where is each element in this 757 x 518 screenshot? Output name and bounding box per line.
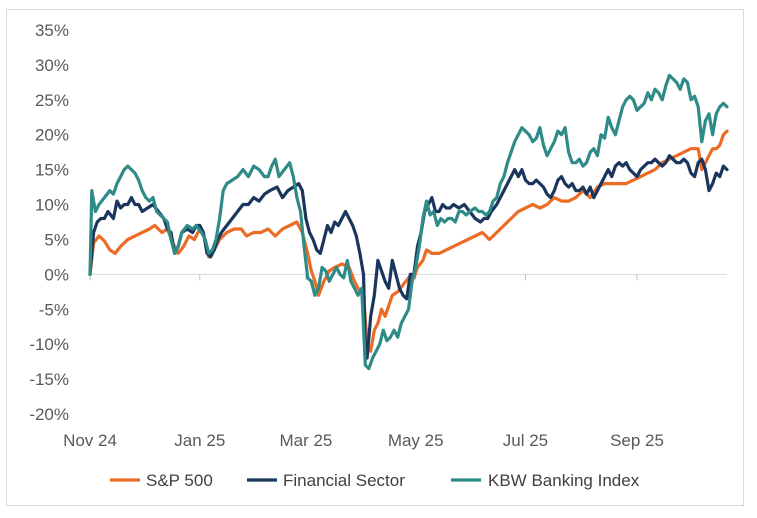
y-tick-label: 0% [44, 265, 69, 284]
y-tick-label: -20% [29, 405, 69, 424]
legend-label-s-p-500: S&P 500 [146, 471, 213, 490]
series-line-financial-sector [88, 154, 729, 360]
legend: S&P 500 Financial Sector KBW Banking Index [110, 471, 640, 490]
y-tick-label: 30% [35, 56, 69, 75]
series-layer [88, 73, 729, 371]
chart-frame [6, 9, 744, 506]
legend-label-kbw-banking-index: KBW Banking Index [488, 471, 640, 490]
x-tick-label: Sep 25 [610, 431, 664, 450]
x-axis: Nov 24 Jan 25 Mar 25 May 25 Jul 25 Sep 25 [63, 274, 664, 450]
y-tick-label: 15% [35, 161, 69, 180]
x-tick-label: Nov 24 [63, 431, 117, 450]
y-tick-label: -15% [29, 370, 69, 389]
x-tick-label: Mar 25 [279, 431, 332, 450]
x-tick-label: Jul 25 [503, 431, 548, 450]
y-axis: 35% 30% 25% 20% 15% 10% 5% 0% -5% -10% -15% -20% [29, 21, 69, 424]
y-tick-label: -10% [29, 335, 69, 354]
series-line-s-p-500 [88, 129, 729, 353]
series-line-kbw-banking-index [88, 73, 729, 371]
y-tick-label: 35% [35, 21, 69, 40]
y-tick-label: -5% [39, 300, 69, 319]
y-tick-label: 20% [35, 126, 69, 145]
y-tick-label: 25% [35, 91, 69, 110]
y-tick-label: 10% [35, 196, 69, 215]
y-tick-label: 5% [44, 230, 69, 249]
x-tick-label: May 25 [388, 431, 444, 450]
x-tick-label: Jan 25 [174, 431, 225, 450]
legend-label-financial-sector: Financial Sector [283, 471, 405, 490]
